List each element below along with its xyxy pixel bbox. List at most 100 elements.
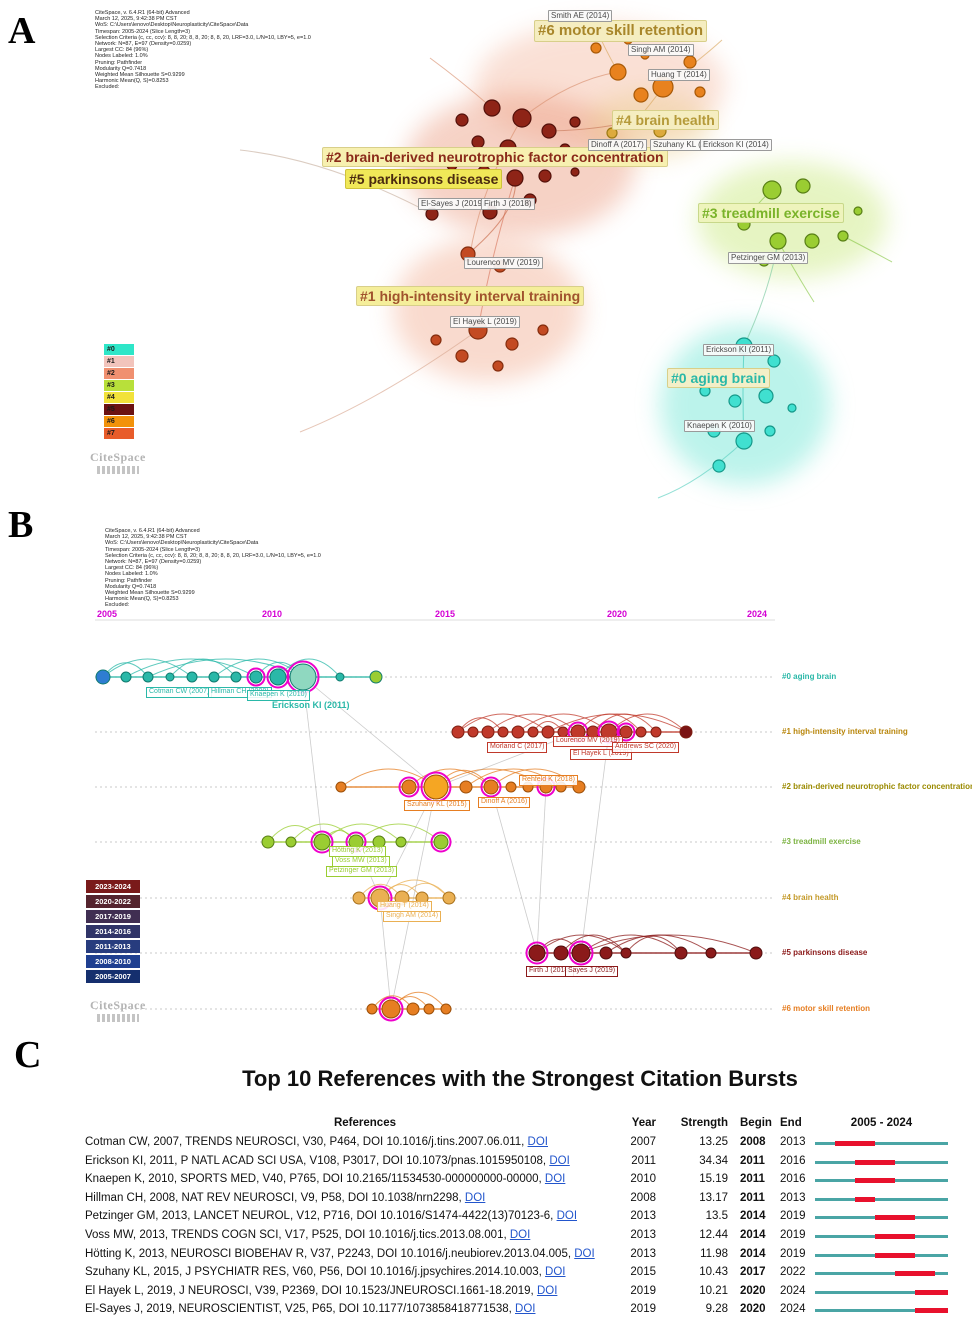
timeline-node[interactable]	[635, 726, 647, 738]
col-header-year-range: 2005 - 2024	[850, 1117, 913, 1129]
reference-text: Cotman CW, 2007, TRENDS NEUROSCI, V30, P…	[85, 1136, 548, 1148]
timeline-node[interactable]	[440, 1003, 452, 1015]
timeline-node[interactable]	[95, 669, 111, 685]
reference-node[interactable]	[455, 349, 469, 363]
timeline-node[interactable]	[289, 663, 317, 691]
author-year-label: Knaepen K (2010)	[684, 420, 755, 432]
reference-node[interactable]	[769, 232, 787, 250]
year-range-swatch: 2005-2007	[86, 970, 140, 983]
doi-link[interactable]: DOI	[527, 1136, 548, 1148]
timeline-node[interactable]	[528, 944, 546, 962]
timeline-node[interactable]	[120, 671, 132, 683]
timeline-node[interactable]	[511, 725, 525, 739]
timeline-node[interactable]	[451, 725, 465, 739]
timeline-node[interactable]	[285, 836, 297, 848]
timeline-node[interactable]	[459, 780, 473, 794]
reference-node[interactable]	[541, 123, 557, 139]
timeline-node[interactable]	[423, 1003, 435, 1015]
doi-link[interactable]: DOI	[464, 1191, 486, 1204]
timeline-node[interactable]	[749, 946, 763, 960]
timeline-node[interactable]	[433, 834, 449, 850]
timeline-node[interactable]	[620, 947, 632, 959]
reference-node[interactable]	[837, 230, 849, 242]
reference-node[interactable]	[767, 354, 781, 368]
reference-node[interactable]	[764, 425, 776, 437]
doi-link[interactable]: DOI	[536, 1284, 558, 1297]
doi-link[interactable]: DOI	[549, 1154, 570, 1167]
reference-node[interactable]	[804, 233, 820, 249]
timeline-node[interactable]	[674, 946, 688, 960]
reference-node[interactable]	[735, 432, 753, 450]
timeline-node[interactable]	[335, 781, 347, 793]
reference-node[interactable]	[538, 169, 552, 183]
timeline-node[interactable]	[705, 947, 717, 959]
timeline-node[interactable]	[467, 726, 479, 738]
panel-label-c: C	[14, 1034, 42, 1076]
reference-node[interactable]	[505, 337, 519, 351]
doi-link[interactable]: DOI	[509, 1229, 531, 1241]
timeline-node[interactable]	[261, 835, 275, 849]
reference-node[interactable]	[683, 55, 697, 69]
timeline-node[interactable]	[230, 671, 242, 683]
timeline-node[interactable]	[395, 836, 407, 848]
reference-node[interactable]	[430, 334, 442, 346]
reference-node[interactable]	[492, 360, 504, 372]
co-citation-arc	[408, 768, 492, 788]
timeline-node[interactable]	[401, 779, 417, 795]
timeline-node[interactable]	[313, 833, 331, 851]
reference-node[interactable]	[712, 459, 726, 473]
reference-node[interactable]	[787, 403, 797, 413]
reference-node[interactable]	[633, 87, 649, 103]
reference-node[interactable]	[537, 324, 549, 336]
timeline-node[interactable]	[186, 671, 198, 683]
doi-link[interactable]: DOI	[515, 1303, 536, 1316]
reference-node[interactable]	[483, 99, 501, 117]
timeline-node[interactable]	[142, 671, 154, 683]
timeline-node[interactable]	[406, 1002, 420, 1016]
timeline-node[interactable]	[650, 726, 662, 738]
timeline-node[interactable]	[369, 670, 383, 684]
timeline-node[interactable]	[679, 725, 693, 739]
timeline-node[interactable]	[442, 891, 456, 905]
reference-node[interactable]	[590, 42, 602, 54]
timeline-node[interactable]	[541, 725, 555, 739]
timeline-node[interactable]	[553, 945, 569, 961]
timeline-node[interactable]	[366, 1003, 378, 1015]
doi-link[interactable]: DOI	[544, 1173, 566, 1186]
timeline-node[interactable]	[423, 774, 449, 800]
timeline-node[interactable]	[165, 672, 175, 682]
timeline-node[interactable]	[249, 670, 263, 684]
reference-node[interactable]	[853, 206, 863, 216]
timeline-node[interactable]	[335, 672, 345, 682]
timeline-node[interactable]	[208, 671, 220, 683]
reference-node[interactable]	[728, 394, 742, 408]
reference-node[interactable]	[758, 388, 774, 404]
timeline-node[interactable]	[483, 779, 499, 795]
doi-link[interactable]: DOI	[574, 1247, 595, 1260]
reference-node[interactable]	[694, 86, 706, 98]
reference-node[interactable]	[425, 207, 439, 221]
timeline-node[interactable]	[505, 781, 517, 793]
cluster-legend-swatch: #5	[104, 404, 134, 415]
timeline-node[interactable]	[571, 943, 591, 963]
timeline-node[interactable]	[381, 999, 401, 1019]
metadata-line: Harmonic Mean(Q, S)=0.8253	[105, 596, 179, 603]
timeline-node[interactable]	[269, 668, 287, 686]
reference-node[interactable]	[506, 169, 524, 187]
reference-node[interactable]	[570, 167, 580, 177]
reference-node[interactable]	[762, 180, 782, 200]
burst-bar-baseline	[815, 1272, 948, 1276]
reference-node[interactable]	[609, 63, 627, 81]
timeline-node[interactable]	[352, 891, 366, 905]
timeline-node[interactable]	[619, 725, 633, 739]
timeline-node[interactable]	[599, 946, 613, 960]
reference-node[interactable]	[455, 113, 469, 127]
timeline-node[interactable]	[497, 726, 509, 738]
timeline-node[interactable]	[527, 726, 539, 738]
reference-node[interactable]	[795, 178, 811, 194]
reference-node[interactable]	[569, 116, 581, 128]
timeline-node[interactable]	[481, 725, 495, 739]
doi-link[interactable]: DOI	[545, 1266, 566, 1279]
reference-node[interactable]	[512, 108, 532, 128]
doi-link[interactable]: DOI	[556, 1210, 578, 1223]
